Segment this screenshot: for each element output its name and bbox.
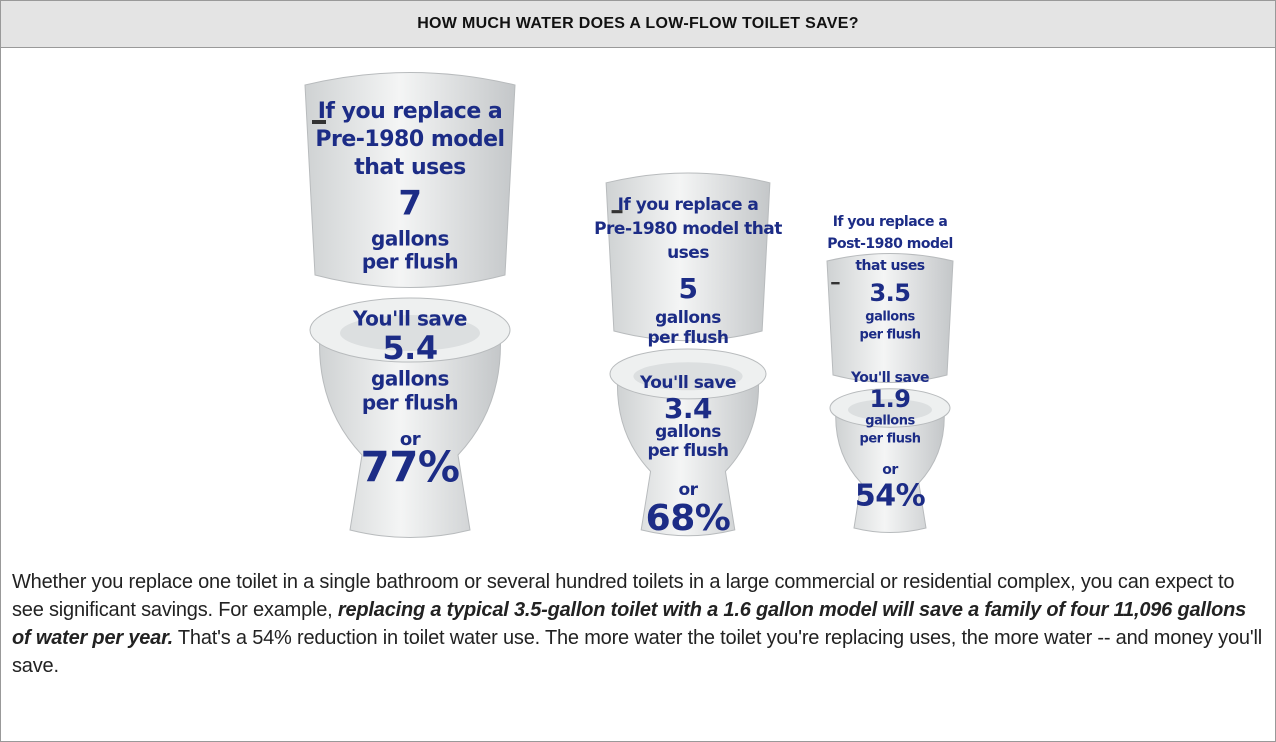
- panel-text: Post-1980 model: [827, 236, 953, 252]
- panel-text: uses: [667, 243, 709, 263]
- panel-text: gallons: [865, 414, 915, 429]
- panel-text: or: [882, 462, 898, 478]
- panel-text: If you replace a: [618, 195, 759, 215]
- panel-text: If you replace a: [318, 99, 503, 124]
- panel-text: per flush: [362, 250, 458, 274]
- panel-text: You'll save: [850, 370, 929, 386]
- panel-text: per flush: [647, 328, 728, 348]
- panel-text: 1.9: [869, 385, 910, 413]
- infographic: If you replace a Pre-1980 model that uses 7…: [0, 47, 1276, 557]
- panel-text: 68%: [646, 498, 731, 539]
- panel-text: Pre-1980 model: [315, 127, 504, 152]
- panel-text: 54%: [855, 479, 926, 514]
- panel-text: gallons: [371, 227, 449, 251]
- panel-text: Pre-1980 model that: [594, 219, 782, 239]
- panel-text: You'll save: [639, 373, 736, 393]
- panel-text: per flush: [860, 432, 921, 447]
- text: That's a 54% reduction in toilet water u…: [12, 627, 1262, 677]
- panel-text: gallons: [655, 308, 721, 328]
- panel-text: gallons: [865, 310, 915, 325]
- panel-text: 5: [679, 272, 698, 305]
- panel-text: per flush: [860, 328, 921, 343]
- panel-text: gallons: [371, 367, 449, 391]
- panel-text: 7: [398, 184, 421, 224]
- panel-text: gallons: [655, 422, 721, 442]
- panel-text: 3.4: [664, 392, 712, 425]
- header-title: HOW MUCH WATER DOES A LOW-FLOW TOILET SA…: [1, 1, 1275, 48]
- panel-text: 3.5: [869, 279, 910, 307]
- tank-handle: [831, 282, 839, 284]
- panel-text: that uses: [855, 258, 924, 274]
- panel-text: 77%: [360, 443, 459, 492]
- panel-text: per flush: [362, 391, 458, 415]
- panel-text: that uses: [354, 155, 466, 180]
- panel-text: You'll save: [352, 307, 467, 331]
- body-paragraph: Whether you replace one toilet in a sing…: [12, 568, 1262, 680]
- panel-text: 5.4: [382, 329, 437, 367]
- panel-text: If you replace a: [833, 214, 948, 230]
- panel-text: per flush: [647, 441, 728, 461]
- panel-text: or: [678, 480, 698, 500]
